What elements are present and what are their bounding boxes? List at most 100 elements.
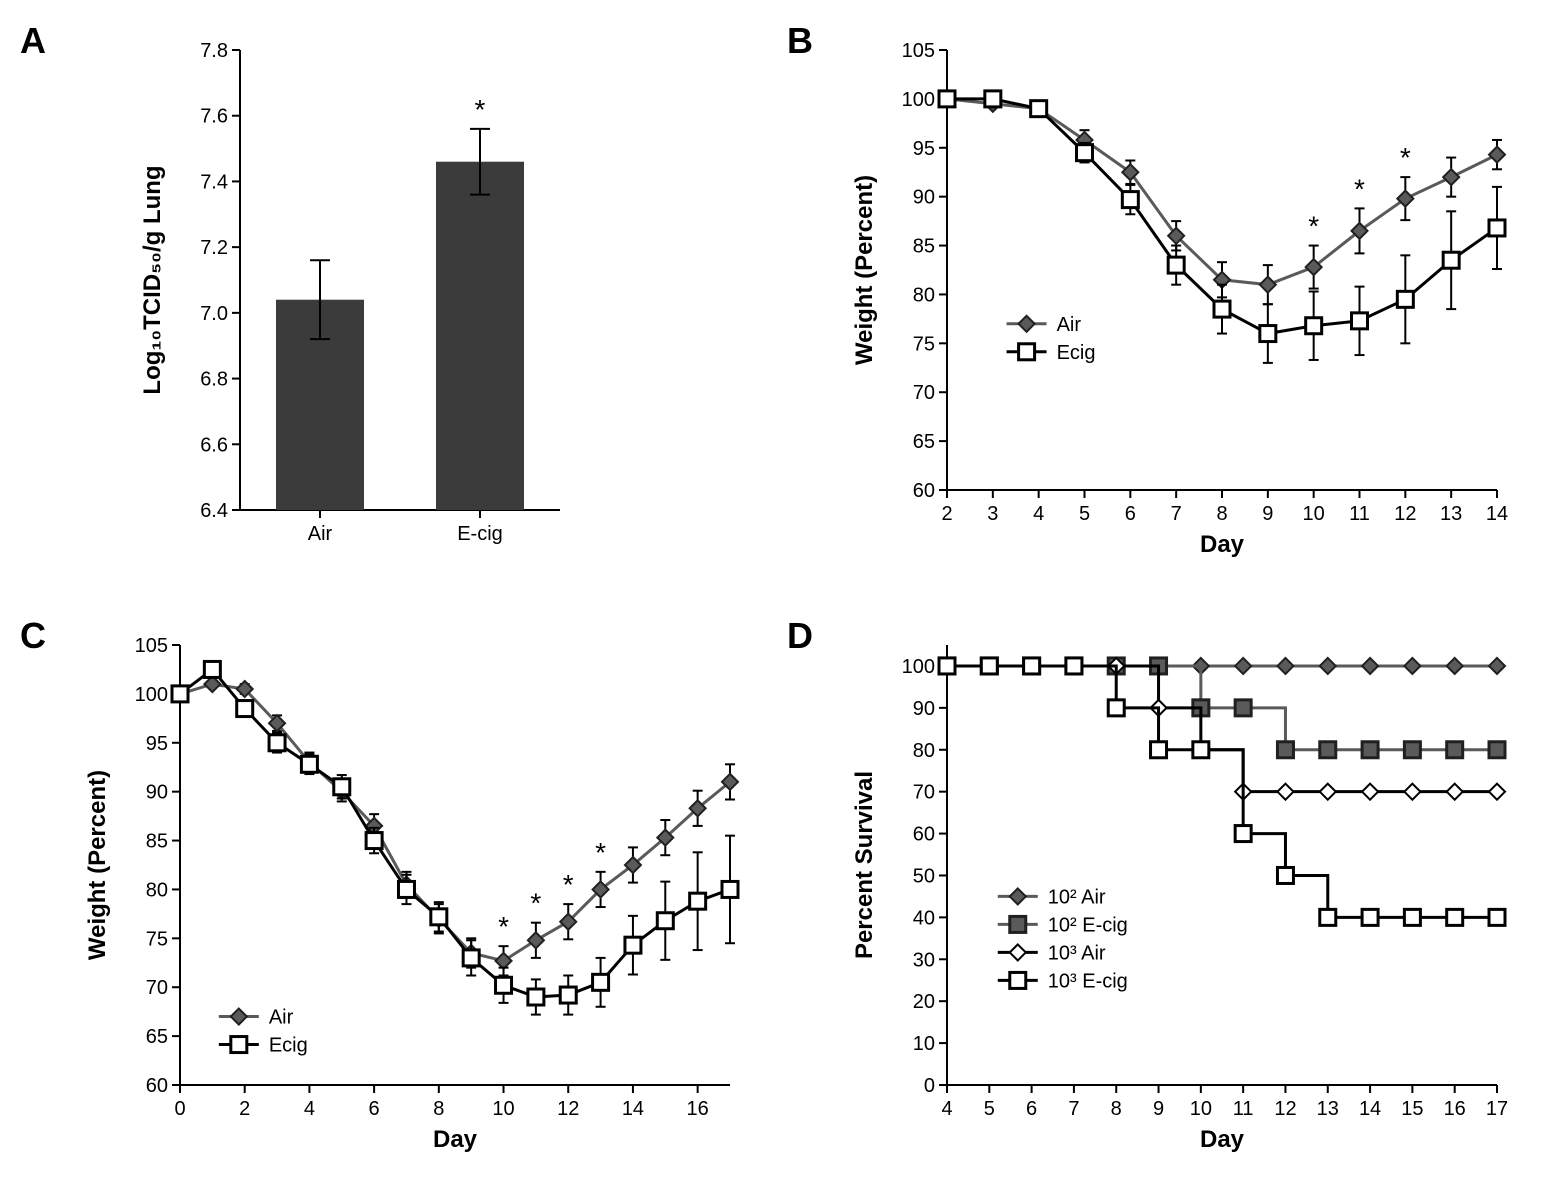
- svg-text:75: 75: [913, 333, 935, 355]
- svg-text:10² Air: 10² Air: [1048, 886, 1106, 908]
- svg-text:4: 4: [304, 1098, 315, 1120]
- svg-text:80: 80: [913, 740, 935, 762]
- svg-text:7.4: 7.4: [200, 171, 228, 193]
- svg-text:7: 7: [1171, 503, 1182, 525]
- svg-text:8: 8: [433, 1098, 444, 1120]
- svg-text:10³ Air: 10³ Air: [1048, 942, 1106, 964]
- svg-text:40: 40: [913, 907, 935, 929]
- panel-b-chart: 6065707580859095100105234567891011121314…: [837, 30, 1524, 585]
- svg-text:100: 100: [902, 89, 935, 111]
- svg-text:8: 8: [1111, 1098, 1122, 1120]
- svg-text:6: 6: [369, 1098, 380, 1120]
- panel-a-chart: 6.4 6.6 6.8 7.0 7.2 7.4 7.6 7.8 Log₁₀TCID₅₀/g Lu…: [70, 30, 757, 585]
- svg-text:9: 9: [1153, 1098, 1164, 1120]
- svg-text:4: 4: [941, 1098, 952, 1120]
- svg-text:10: 10: [492, 1098, 514, 1120]
- svg-text:*: *: [1354, 173, 1365, 204]
- svg-text:70: 70: [913, 782, 935, 804]
- panel-c-label: C: [20, 615, 46, 657]
- svg-text:15: 15: [1401, 1098, 1423, 1120]
- svg-text:100: 100: [135, 684, 168, 706]
- svg-text:60: 60: [913, 824, 935, 846]
- svg-text:95: 95: [146, 733, 168, 755]
- panel-c: C 60657075808590951001050246810121416Day…: [20, 615, 757, 1180]
- svg-text:Air: Air: [1057, 314, 1082, 336]
- svg-text:0: 0: [924, 1075, 935, 1097]
- svg-text:*: *: [595, 837, 606, 868]
- svg-text:*: *: [498, 911, 509, 942]
- svg-text:4: 4: [1033, 503, 1044, 525]
- svg-text:85: 85: [146, 831, 168, 853]
- panel-d-chart: 0102030405060708090100456789101112131415…: [837, 625, 1524, 1180]
- svg-text:*: *: [530, 888, 541, 919]
- svg-text:14: 14: [1486, 503, 1508, 525]
- svg-text:13: 13: [1317, 1098, 1339, 1120]
- svg-text:6.8: 6.8: [200, 369, 228, 391]
- svg-text:80: 80: [146, 879, 168, 901]
- svg-text:2: 2: [239, 1098, 250, 1120]
- svg-text:*: *: [1308, 211, 1319, 242]
- svg-text:Weight (Percent): Weight (Percent): [84, 770, 111, 960]
- svg-text:50: 50: [913, 865, 935, 887]
- svg-text:Day: Day: [433, 1126, 478, 1153]
- svg-text:65: 65: [913, 431, 935, 453]
- svg-text:7.0: 7.0: [200, 303, 228, 325]
- svg-text:60: 60: [146, 1075, 168, 1097]
- svg-text:105: 105: [902, 40, 935, 62]
- svg-text:Air: Air: [269, 1007, 294, 1029]
- panel-a-label: A: [20, 20, 46, 62]
- figure-grid: A 6.4 6.6 6.8 7.0 7.2 7.4 7.6 7.8 Log₁₀TCID₅₀/g …: [20, 20, 1524, 1180]
- svg-text:7.8: 7.8: [200, 40, 228, 62]
- svg-text:Percent Survival: Percent Survival: [851, 771, 878, 959]
- svg-text:0: 0: [174, 1098, 185, 1120]
- svg-text:75: 75: [146, 928, 168, 950]
- panel-b-label: B: [787, 20, 813, 62]
- svg-text:Ecig: Ecig: [269, 1035, 308, 1057]
- svg-text:5: 5: [1079, 503, 1090, 525]
- svg-text:10: 10: [913, 1033, 935, 1055]
- svg-text:90: 90: [146, 782, 168, 804]
- svg-text:14: 14: [622, 1098, 644, 1120]
- svg-text:*: *: [563, 869, 574, 900]
- svg-text:10³ E-cig: 10³ E-cig: [1048, 970, 1128, 992]
- svg-text:11: 11: [1233, 1098, 1254, 1120]
- svg-text:6.6: 6.6: [200, 434, 228, 456]
- panel-b: B 60657075808590951001052345678910111213…: [787, 20, 1524, 585]
- panel-c-chart: 60657075808590951001050246810121416DayWe…: [70, 625, 757, 1180]
- svg-text:7.6: 7.6: [200, 106, 228, 128]
- svg-text:10: 10: [1190, 1098, 1212, 1120]
- svg-text:100: 100: [902, 656, 935, 678]
- svg-text:30: 30: [913, 949, 935, 971]
- svg-text:17: 17: [1486, 1098, 1508, 1120]
- svg-text:12: 12: [557, 1098, 579, 1120]
- svg-text:6.4: 6.4: [200, 500, 228, 522]
- svg-text:5: 5: [984, 1098, 995, 1120]
- svg-text:60: 60: [913, 480, 935, 502]
- svg-text:Ecig: Ecig: [1057, 342, 1096, 364]
- svg-text:11: 11: [1349, 503, 1370, 525]
- svg-text:8: 8: [1216, 503, 1227, 525]
- svg-text:13: 13: [1440, 503, 1462, 525]
- svg-text:7.2: 7.2: [200, 237, 228, 259]
- svg-text:E-cig: E-cig: [457, 523, 503, 545]
- svg-text:95: 95: [913, 138, 935, 160]
- svg-text:Log₁₀TCID₅₀/g Lung: Log₁₀TCID₅₀/g Lung: [139, 165, 166, 394]
- panel-a: A 6.4 6.6 6.8 7.0 7.2 7.4 7.6 7.8 Log₁₀TCID₅₀/g …: [20, 20, 757, 585]
- svg-text:70: 70: [913, 382, 935, 404]
- svg-text:90: 90: [913, 698, 935, 720]
- svg-text:9: 9: [1262, 503, 1273, 525]
- svg-text:10² E-cig: 10² E-cig: [1048, 914, 1128, 936]
- svg-text:20: 20: [913, 991, 935, 1013]
- svg-text:Day: Day: [1200, 1126, 1245, 1153]
- svg-text:105: 105: [135, 635, 168, 657]
- svg-text:Air: Air: [308, 523, 333, 545]
- svg-text:Weight (Percent): Weight (Percent): [851, 175, 878, 365]
- panel-d: D 01020304050607080901004567891011121314…: [787, 615, 1524, 1180]
- svg-text:7: 7: [1068, 1098, 1079, 1120]
- svg-text:16: 16: [1444, 1098, 1466, 1120]
- svg-text:65: 65: [146, 1026, 168, 1048]
- svg-text:85: 85: [913, 236, 935, 258]
- svg-text:6: 6: [1125, 503, 1136, 525]
- svg-text:14: 14: [1359, 1098, 1381, 1120]
- svg-text:12: 12: [1394, 503, 1416, 525]
